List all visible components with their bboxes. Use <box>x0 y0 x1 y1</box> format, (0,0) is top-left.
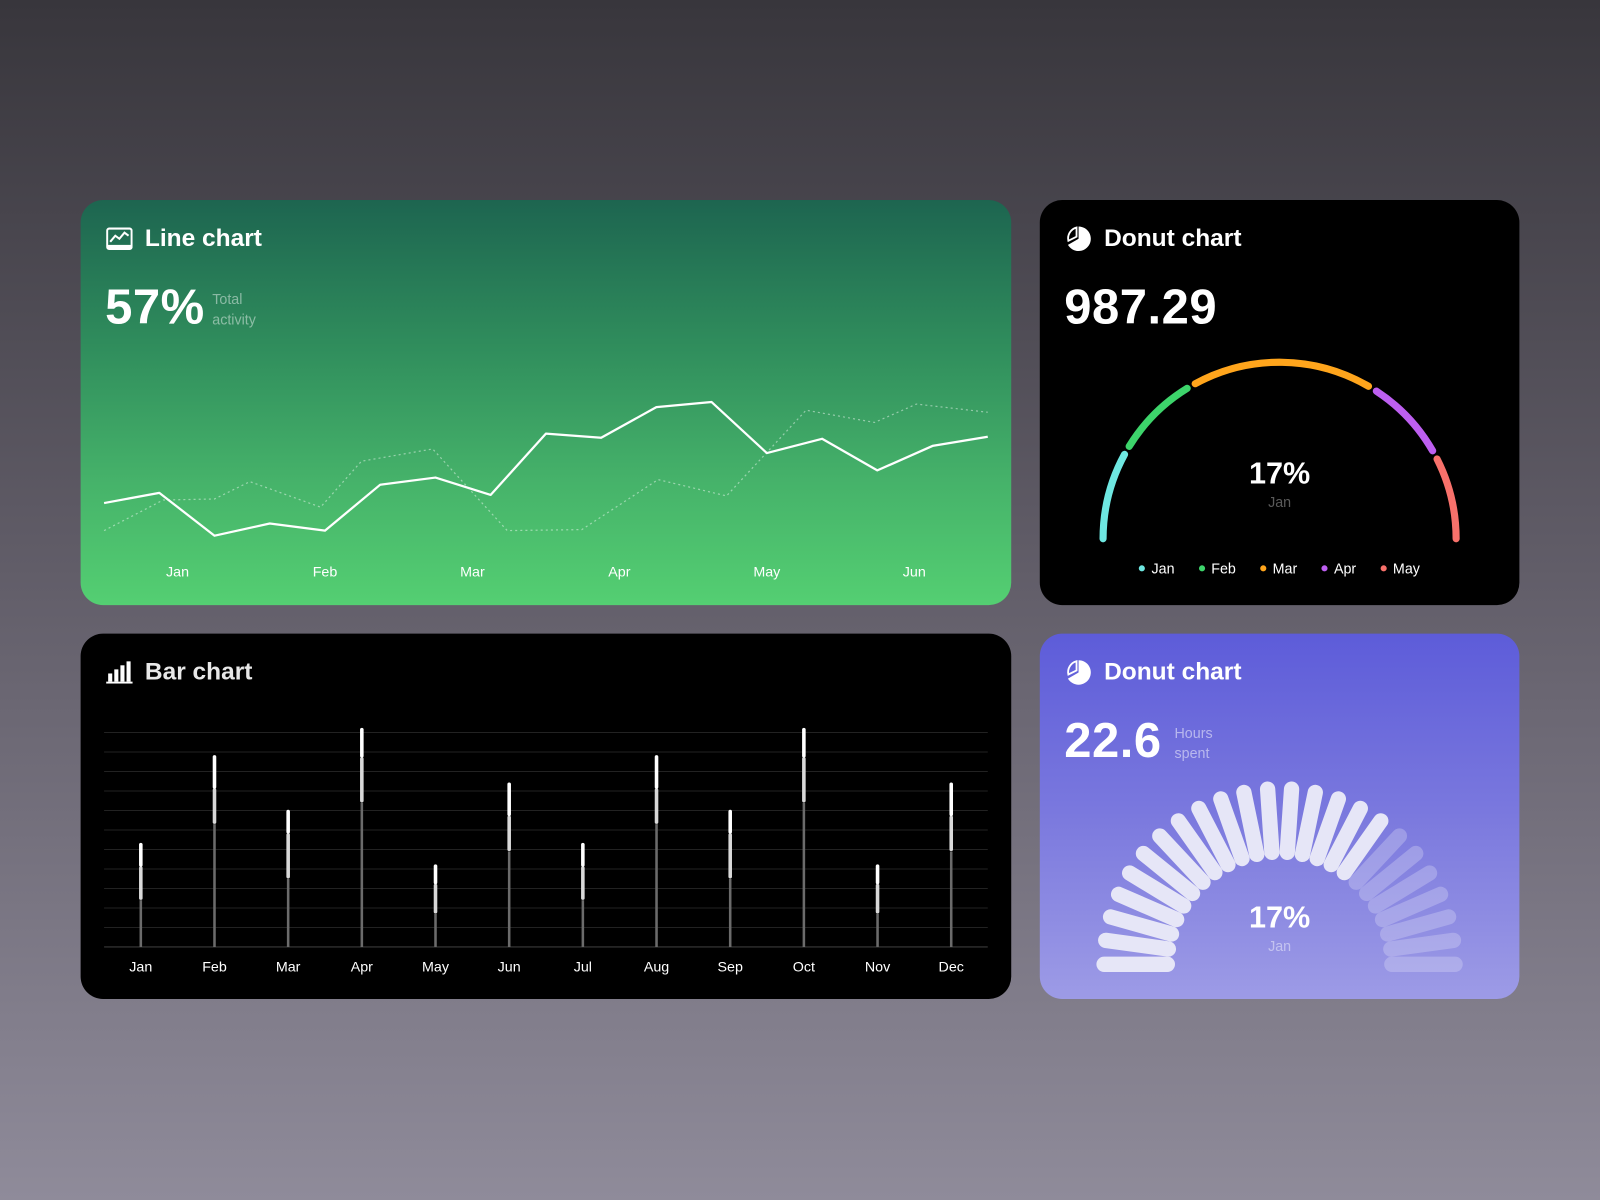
gauge-segment-filled <box>1213 791 1250 867</box>
legend-dot <box>1260 565 1267 572</box>
gauge-segment-filled <box>1135 845 1201 902</box>
x-axis-tick-label: Mar <box>460 565 485 581</box>
gauge-segment-empty <box>1359 845 1424 902</box>
card-title: Donut chart <box>1104 224 1242 253</box>
bar-chart-plot: Jan Feb Mar Apr May Jun Jul Aug Sep Oct Nov Dec <box>104 727 988 975</box>
gauge-segment-filled <box>1323 800 1368 873</box>
line-chart-card: Line chart 57% Total activity Jan Feb Mar A… <box>80 199 1012 606</box>
gauge-segment-empty <box>1380 909 1457 942</box>
x-axis-tick-label: Aug <box>644 959 669 975</box>
gauge-segment-empty <box>1367 865 1438 914</box>
x-axis-tick-label: May <box>753 565 781 581</box>
card-header: Donut chart <box>1065 658 1242 687</box>
gauge-segment-filled <box>1098 932 1177 957</box>
gauge-segment-filled <box>1121 865 1192 914</box>
x-axis-tick-label: Jun <box>498 959 521 975</box>
donut-center-label: Jan <box>1268 493 1292 511</box>
x-axis-tick-label: Dec <box>939 959 964 975</box>
x-axis-tick-label: Nov <box>865 959 891 975</box>
donut-total-value: 987.29 <box>1064 280 1218 335</box>
gauge-segment-empty <box>1383 932 1462 957</box>
hours-spent-caption: Hours spent <box>1174 722 1212 763</box>
legend-item: Feb <box>1199 560 1236 577</box>
caption-line-1: Total <box>212 290 243 308</box>
pie-chart-icon <box>1065 226 1092 253</box>
line-chart-plot: Jan Feb Mar Apr May Jun <box>103 400 988 581</box>
gauge-segment-empty <box>1374 886 1449 928</box>
line-series-previous <box>103 403 988 532</box>
legend-dot <box>1199 565 1206 572</box>
segmented-gauge <box>1096 781 1463 972</box>
card-header: Line chart <box>106 224 262 253</box>
donut-center-value: 17% <box>1248 457 1311 491</box>
x-axis-tick-label: Feb <box>313 565 338 581</box>
gauge-segment-filled <box>1259 781 1280 860</box>
gauge-segment-empty <box>1348 828 1408 890</box>
caption-line-2: activity <box>212 311 256 328</box>
x-axis-tick-label: May <box>422 959 450 975</box>
legend-dot <box>1321 565 1328 572</box>
gauge-segment-filled <box>1170 813 1223 881</box>
card-header: Donut chart <box>1065 224 1242 253</box>
card-header: Bar chart <box>106 658 252 687</box>
donut-center: 17% Jan <box>1040 457 1520 510</box>
x-axis-tick-label: Apr <box>608 565 630 581</box>
legend-dot <box>1380 565 1387 572</box>
legend-label: Feb <box>1211 560 1236 577</box>
gauge-center-value: 17% <box>1248 901 1311 935</box>
gauge-segment-filled <box>1152 828 1211 890</box>
card-title: Bar chart <box>144 658 253 686</box>
x-axis-tick-label: Mar <box>276 959 301 975</box>
legend-label: May <box>1392 560 1420 577</box>
gauge-segment-filled <box>1191 800 1236 873</box>
x-axis-tick-label: Feb <box>202 959 227 975</box>
x-axis-tick-label: Oct <box>793 959 815 975</box>
pie-chart-icon <box>1065 659 1092 686</box>
donut-legend: Jan Feb Mar Apr May <box>1040 560 1520 577</box>
card-title: Line chart <box>144 224 262 253</box>
bar-chart-icon <box>106 661 133 684</box>
total-activity-value: 57% <box>105 280 205 335</box>
gauge-segment-filled <box>1279 781 1300 860</box>
x-axis-tick-label: Jun <box>903 565 926 581</box>
donut-segment-apr <box>1372 387 1437 455</box>
legend-dot <box>1139 565 1146 572</box>
legend-item: Jan <box>1139 560 1175 577</box>
gauge-center: 17% Jan <box>1040 901 1520 954</box>
x-axis-tick-label: Jul <box>574 959 592 975</box>
line-chart-icon <box>106 227 133 250</box>
legend-item: Mar <box>1260 560 1298 577</box>
x-axis-tick-label: Jan <box>129 959 152 975</box>
legend-label: Apr <box>1333 560 1357 577</box>
gauge-segment-filled <box>1336 813 1389 881</box>
legend-item: May <box>1380 560 1420 577</box>
gauge-center-label: Jan <box>1268 937 1292 955</box>
bar-chart-card: Bar chart Jan Feb Mar Apr May Jun Jul Aug Sep Oct… <box>80 633 1012 999</box>
donut-segment-may <box>1433 455 1460 543</box>
legend-label: Jan <box>1151 560 1175 577</box>
x-axis-tick-label: Jan <box>166 565 189 581</box>
gauge-segment-filled <box>1294 784 1323 863</box>
gauge-segment-filled <box>1309 791 1347 867</box>
donut-chart-card: Donut chart 987.29 17% Jan Jan Feb Mar Apr M… <box>1039 199 1520 606</box>
x-axis-tick-label: Sep <box>718 959 743 975</box>
caption-line-2: spent <box>1174 744 1210 762</box>
donut-segment-mar <box>1191 358 1373 390</box>
total-activity-caption: Total activity <box>212 289 256 330</box>
donut-segment-feb <box>1125 384 1191 450</box>
donut-segment-jan <box>1099 450 1129 543</box>
card-title: Donut chart <box>1104 658 1242 686</box>
legend-item: Apr <box>1321 560 1357 577</box>
gauge-segment-filled <box>1110 886 1185 928</box>
line-series-current <box>103 400 988 537</box>
legend-label: Mar <box>1272 560 1298 577</box>
gauge-chart-card: Donut chart 22.6 Hours spent 17% Jan <box>1039 633 1520 999</box>
gauge-segment-filled <box>1236 784 1265 863</box>
gauge-segment-filled <box>1102 909 1180 942</box>
half-donut-chart <box>1099 358 1460 543</box>
caption-line-1: Hours <box>1174 724 1213 741</box>
x-axis-tick-label: Apr <box>351 959 373 975</box>
hours-spent-value: 22.6 <box>1064 714 1162 769</box>
